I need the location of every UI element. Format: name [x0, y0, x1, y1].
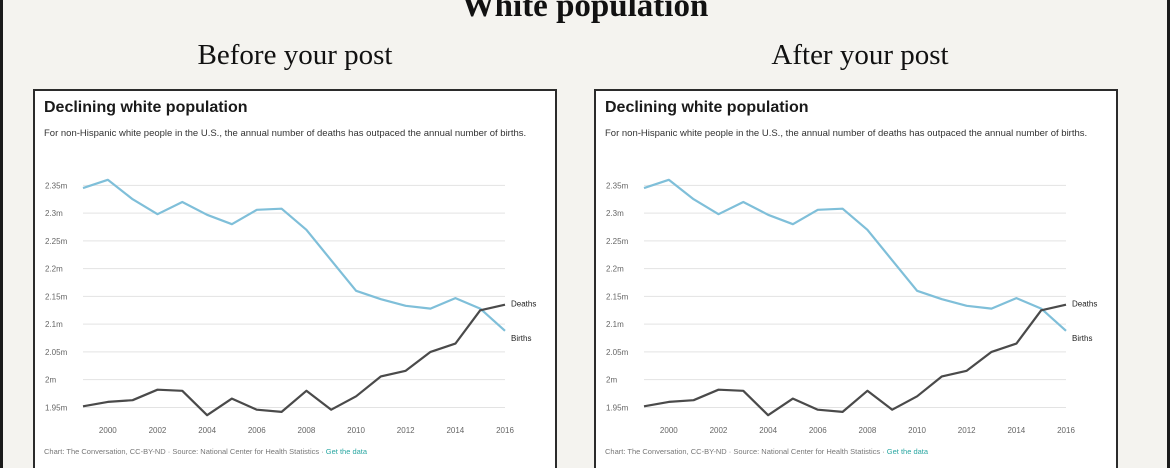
y-tick-label: 2.3m — [606, 209, 624, 218]
y-tick-label: 2.35m — [45, 181, 68, 190]
right-frame-border — [1167, 0, 1170, 468]
line-chart: 1.95m 2m 2.05m 2.1m 2.15m 2.2m 2.25m 2.3m 2.35m 2… — [45, 178, 536, 435]
x-tick-label: 2008 — [859, 426, 877, 435]
series-label-births: Births — [511, 334, 531, 343]
y-tick-label: 1.95m — [606, 403, 629, 412]
x-tick-label: 2014 — [1007, 426, 1025, 435]
series-line-deaths — [82, 303, 506, 417]
series-label-deaths: Deaths — [1072, 300, 1097, 309]
x-tick-label: 2010 — [908, 426, 926, 435]
get-the-data-link[interactable]: Get the data — [325, 447, 368, 456]
x-tick-label: 2016 — [1057, 426, 1075, 435]
y-tick-label: 2m — [606, 376, 617, 385]
y-tick-label: 2.1m — [45, 320, 63, 329]
get-the-data-link[interactable]: Get the data — [886, 447, 929, 456]
x-tick-label: 2002 — [149, 426, 167, 435]
chart-title: Declining white population — [44, 99, 248, 116]
chart-card-after: Declining white population For non-Hispa… — [594, 89, 1118, 468]
x-tick-label: 2016 — [496, 426, 514, 435]
chart-source-text: Chart: The Conversation, CC-BY-ND · Sour… — [605, 447, 887, 456]
series-label-deaths: Deaths — [511, 300, 536, 309]
chart-footer: Chart: The Conversation, CC-BY-ND · Sour… — [605, 447, 928, 456]
x-tick-label: 2002 — [710, 426, 728, 435]
chart-source-text: Chart: The Conversation, CC-BY-ND · Sour… — [44, 447, 326, 456]
y-tick-label: 2.25m — [606, 237, 629, 246]
y-tick-label: 2.15m — [606, 292, 629, 301]
x-tick-label: 2000 — [660, 426, 678, 435]
panel-label-before: Before your post — [197, 39, 393, 71]
y-tick-label: 2.2m — [606, 265, 624, 274]
y-tick-label: 1.95m — [45, 403, 68, 412]
y-tick-label: 2.3m — [45, 209, 63, 218]
x-tick-label: 2004 — [759, 426, 777, 435]
series-line-births — [82, 178, 506, 332]
x-tick-label: 2000 — [99, 426, 117, 435]
y-tick-label: 2.2m — [45, 265, 63, 274]
x-tick-label: 2014 — [446, 426, 464, 435]
y-tick-label: 2.1m — [606, 320, 624, 329]
y-tick-label: 2.25m — [45, 237, 68, 246]
chart-title: Declining white population — [605, 99, 809, 116]
x-tick-label: 2006 — [248, 426, 266, 435]
panel-label-after: After your post — [771, 39, 949, 71]
y-tick-label: 2.35m — [606, 181, 629, 190]
y-tick-label: 2.15m — [45, 292, 68, 301]
chart-description: For non-Hispanic white people in the U.S… — [44, 128, 527, 139]
series-label-births: Births — [1072, 334, 1092, 343]
y-tick-label: 2m — [45, 376, 56, 385]
x-tick-label: 2008 — [298, 426, 316, 435]
series-line-births — [643, 178, 1067, 332]
chart-card-before: Declining white population For non-Hispa… — [33, 89, 557, 468]
x-tick-label: 2012 — [397, 426, 415, 435]
chart-footer: Chart: The Conversation, CC-BY-ND · Sour… — [44, 447, 367, 456]
x-tick-label: 2004 — [198, 426, 216, 435]
left-frame-border — [0, 0, 3, 468]
x-tick-label: 2006 — [809, 426, 827, 435]
series-line-deaths — [643, 303, 1067, 417]
x-tick-label: 2012 — [958, 426, 976, 435]
meme-title: White population — [461, 0, 709, 24]
y-tick-label: 2.05m — [45, 348, 68, 357]
line-chart: 1.95m 2m 2.05m 2.1m 2.15m 2.2m 2.25m 2.3m 2.35m 2… — [606, 178, 1097, 435]
y-tick-label: 2.05m — [606, 348, 629, 357]
x-tick-label: 2010 — [347, 426, 365, 435]
chart-description: For non-Hispanic white people in the U.S… — [605, 128, 1088, 139]
